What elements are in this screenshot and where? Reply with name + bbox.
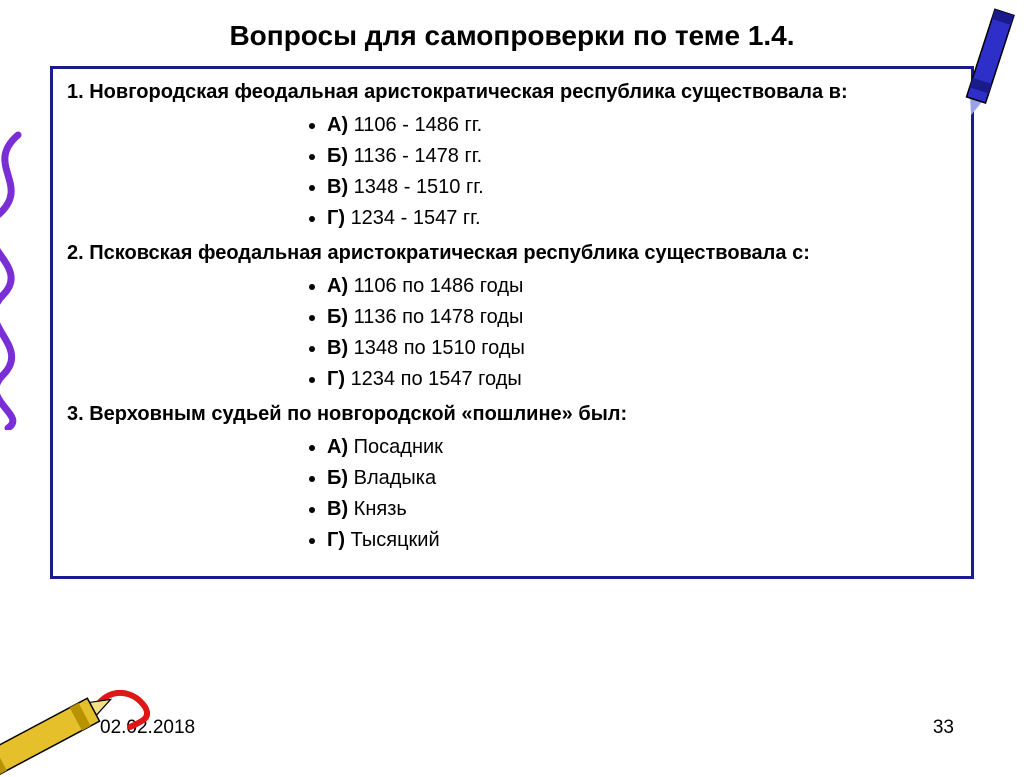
option-text: Посадник	[354, 436, 443, 458]
option-text: Владыка	[354, 467, 437, 489]
option-label: А)	[327, 436, 348, 458]
option-list: А) Посадник Б) Владыка В) Князь Г) Тысяц…	[67, 432, 957, 556]
list-item: А) Посадник	[327, 432, 957, 463]
content-box: 1. Новгородская феодальная аристократиче…	[50, 66, 974, 579]
option-text: 1136 по 1478 годы	[354, 306, 524, 328]
question-prompt: 2. Псковская феодальная аристократическа…	[67, 240, 957, 267]
question-prompt: 3. Верховным судьей по новгородской «пош…	[67, 401, 957, 428]
option-label: Г)	[327, 207, 345, 229]
option-text: 1234 - 1547 гг.	[351, 207, 481, 229]
option-label: Б)	[327, 145, 348, 167]
option-text: 1106 - 1486 гг.	[354, 114, 483, 136]
squiggle-icon	[0, 130, 38, 430]
footer-date: 02.02.2018	[100, 717, 195, 739]
option-label: А)	[327, 275, 348, 297]
list-item: Б) 1136 - 1478 гг.	[327, 141, 957, 172]
list-item: Г) 1234 - 1547 гг.	[327, 203, 957, 234]
option-label: А)	[327, 114, 348, 136]
slide-title: Вопросы для самопроверки по теме 1.4.	[50, 20, 974, 52]
question-block: 2. Псковская феодальная аристократическа…	[67, 240, 957, 395]
option-list: А) 1106 - 1486 гг. Б) 1136 - 1478 гг. В)…	[67, 110, 957, 234]
option-label: В)	[327, 176, 348, 198]
option-label: Г)	[327, 529, 345, 551]
question-block: 3. Верховным судьей по новгородской «пош…	[67, 401, 957, 556]
option-label: В)	[327, 498, 348, 520]
option-text: 1136 - 1478 гг.	[354, 145, 483, 167]
list-item: В) Князь	[327, 494, 957, 525]
option-label: Б)	[327, 306, 348, 328]
option-text: 1348 по 1510 годы	[354, 337, 525, 359]
option-text: Князь	[354, 498, 407, 520]
option-label: В)	[327, 337, 348, 359]
list-item: В) 1348 по 1510 годы	[327, 333, 957, 364]
option-text: 1234 по 1547 годы	[351, 368, 522, 390]
option-text: 1348 - 1510 гг.	[354, 176, 484, 198]
option-text: Тысяцкий	[351, 529, 440, 551]
list-item: В) 1348 - 1510 гг.	[327, 172, 957, 203]
footer-page-number: 33	[933, 717, 954, 739]
slide: Вопросы для самопроверки по теме 1.4. 1.…	[0, 0, 1024, 767]
list-item: Б) 1136 по 1478 годы	[327, 302, 957, 333]
option-label: Г)	[327, 368, 345, 390]
option-list: А) 1106 по 1486 годы Б) 1136 по 1478 год…	[67, 271, 957, 395]
question-prompt: 1. Новгородская феодальная аристократиче…	[67, 79, 957, 106]
option-label: Б)	[327, 467, 348, 489]
list-item: Б) Владыка	[327, 463, 957, 494]
list-item: А) 1106 - 1486 гг.	[327, 110, 957, 141]
list-item: Г) Тысяцкий	[327, 525, 957, 556]
list-item: Г) 1234 по 1547 годы	[327, 364, 957, 395]
list-item: А) 1106 по 1486 годы	[327, 271, 957, 302]
question-block: 1. Новгородская феодальная аристократиче…	[67, 79, 957, 234]
option-text: 1106 по 1486 годы	[354, 275, 524, 297]
